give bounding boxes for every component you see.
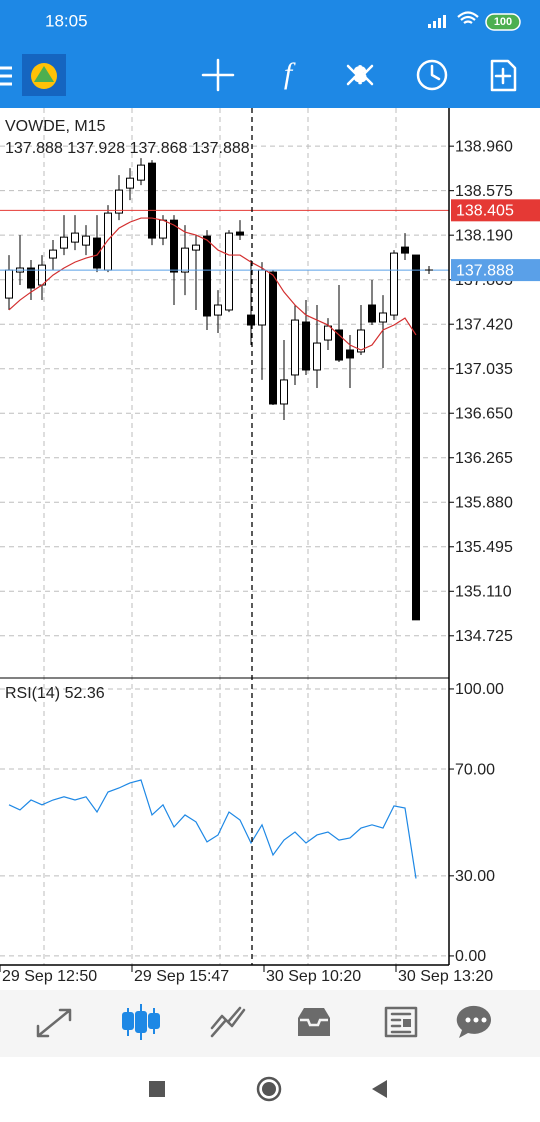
candle-body (115, 189, 123, 214)
candle-body (357, 329, 365, 353)
price-label-box (451, 199, 540, 222)
y-tick-label: 134.725 (455, 628, 513, 645)
chart-title: VOWDE, M15 (5, 118, 106, 135)
y-tick-label: 30.00 (455, 868, 495, 885)
y-tick-label: 137.420 (455, 316, 513, 333)
y-tick-label: 136.650 (455, 405, 513, 422)
y-tick-label: 137.035 (455, 361, 513, 378)
signal-icon (428, 15, 446, 28)
trade-tab[interactable] (210, 1006, 246, 1038)
candle-body (412, 254, 420, 621)
y-tick-label: 135.110 (455, 584, 512, 601)
quotes-tab[interactable] (36, 1008, 72, 1038)
battery-icon (485, 13, 521, 31)
x-tick-label: 30 Sep 10:20 (266, 968, 361, 985)
candle-body (27, 267, 35, 289)
y-tick-label: 138.190 (455, 227, 513, 244)
price-label: 138.405 (456, 203, 514, 220)
candle-body (126, 177, 134, 189)
candle-body (170, 219, 178, 273)
y-tick-label: 135.495 (455, 539, 513, 556)
current-cursor (425, 266, 433, 274)
candle-body (401, 246, 409, 254)
menu-button[interactable] (0, 66, 12, 86)
x-tick-label: 29 Sep 12:50 (2, 968, 97, 985)
wifi-icon (457, 11, 479, 24)
chart-subtitle: 137.888 137.928 137.868 137.888 (5, 140, 250, 157)
status-time: 18:05 (45, 11, 88, 30)
x-tick-label: 29 Sep 15:47 (134, 968, 229, 985)
svg-text:$: $ (354, 64, 365, 86)
candle-body (302, 321, 310, 371)
y-tick-label: 0.00 (455, 948, 486, 965)
chart-tab[interactable] (122, 1004, 160, 1040)
candle-body (159, 219, 167, 239)
candle-body (93, 237, 101, 269)
y-tick-label: 138.575 (455, 183, 513, 200)
candle-body (148, 162, 156, 239)
candle-body (214, 304, 222, 316)
candle-body (60, 236, 68, 249)
candle-body (368, 304, 376, 323)
candle-body (335, 329, 343, 361)
y-tick-label: 100.00 (455, 681, 504, 698)
moving-average (8, 217, 417, 351)
candle-body (269, 271, 277, 405)
candle-body (379, 312, 387, 323)
bottom-nav (0, 990, 540, 1057)
rsi-line (8, 779, 417, 879)
app-bar (0, 0, 540, 108)
news-tab[interactable] (384, 1006, 418, 1038)
candle-body (203, 235, 211, 317)
candle-body (181, 247, 189, 273)
crosshair-button[interactable] (201, 58, 235, 92)
messages-tab[interactable] (456, 1005, 492, 1038)
y-tick-label: 138.960 (455, 138, 513, 155)
y-tick-label: 135.880 (455, 494, 513, 511)
candle-body (390, 252, 398, 316)
candle-body (313, 342, 321, 371)
x-tick-label: 30 Sep 13:20 (398, 968, 493, 985)
history-tab[interactable] (298, 1008, 330, 1036)
price-label-box (451, 259, 540, 282)
recents-button[interactable] (149, 1081, 165, 1097)
add-button[interactable] (490, 59, 517, 92)
chart: 0.00 30.00 70.00 100.00 134.725 135.110 135.49… (0, 108, 540, 985)
candle-body (280, 379, 288, 405)
candle-body (258, 269, 266, 326)
trade-button[interactable]: $ (346, 63, 374, 88)
indicator-title: RSI(14) 52.36 (5, 685, 105, 702)
y-tick-label: 70.00 (455, 761, 495, 778)
candle-body (49, 249, 57, 259)
back-button[interactable] (372, 1080, 387, 1098)
price-label: 137.888 (456, 262, 514, 279)
candle-body (137, 164, 145, 181)
candle-body (71, 232, 79, 243)
candle-body (225, 232, 233, 311)
candle-body (82, 235, 90, 246)
candle-body (324, 325, 332, 341)
candle-body (346, 349, 354, 359)
candle-body (192, 244, 200, 251)
candle-body (247, 314, 255, 326)
y-tick-label: 136.265 (455, 450, 513, 467)
timeframe-button[interactable] (416, 59, 448, 91)
battery-level: 100 (494, 16, 512, 28)
candle-body (5, 269, 13, 299)
candle-body (236, 231, 244, 236)
app-logo[interactable] (22, 54, 66, 96)
home-button[interactable] (256, 1076, 282, 1102)
candle-body (104, 212, 112, 271)
candle-body (291, 319, 299, 376)
